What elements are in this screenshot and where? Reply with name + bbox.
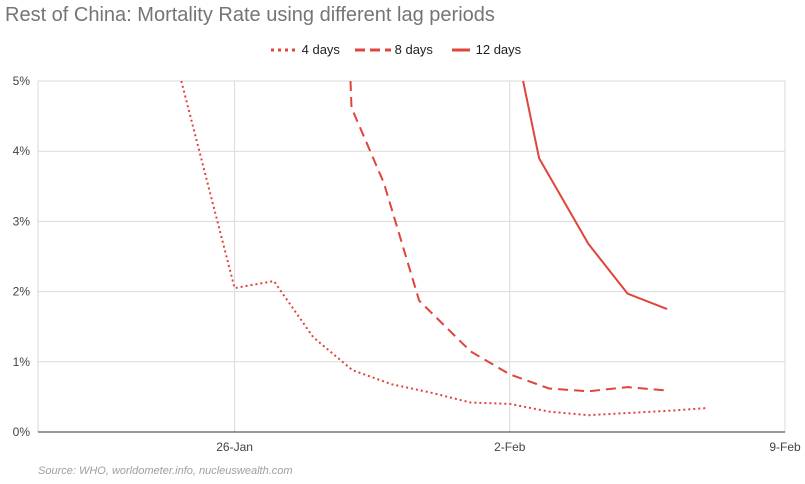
legend-swatch-solid-icon [452, 48, 470, 52]
y-tick-label: 2% [13, 285, 31, 299]
legend-item-12-days[interactable]: 12 days [452, 40, 521, 60]
grid [37, 80, 786, 432]
series-lines [180, 80, 707, 417]
legend-swatch-dashed-icon [355, 48, 391, 52]
source-note: Source: WHO, worldometer.info, nucleuswe… [38, 465, 293, 477]
chart-title: Rest of China: Mortality Rate using diff… [5, 4, 495, 26]
y-tick-label: 4% [13, 144, 31, 158]
legend-label-4-days: 4 days [301, 42, 340, 57]
legend-label-8-days: 8 days [394, 42, 433, 57]
legend: 4 days 8 days 12 days [0, 40, 805, 60]
legend-item-8-days[interactable]: 8 days [355, 40, 433, 60]
legend-item-4-days[interactable]: 4 days [270, 40, 340, 60]
y-tick-label: 3% [13, 214, 31, 228]
y-axis-labels: 0% 1% 2% 3% 4% 5% [13, 74, 31, 439]
x-tick-label: 9-Feb [769, 440, 801, 454]
y-tick-label: 1% [13, 355, 31, 369]
y-tick-label: 5% [13, 74, 31, 88]
series-line-8-days [349, 80, 668, 393]
x-axis-labels: 26-Jan 2-Feb 9-Feb [216, 440, 801, 454]
x-tick-label: 26-Jan [216, 440, 253, 454]
legend-label-12-days: 12 days [475, 42, 522, 57]
y-tick-label: 0% [13, 425, 31, 439]
series-line-4-days [180, 80, 707, 417]
series-line-12-days [522, 80, 668, 311]
x-tick-label: 2-Feb [494, 440, 526, 454]
legend-swatch-dotted-icon [271, 48, 297, 52]
